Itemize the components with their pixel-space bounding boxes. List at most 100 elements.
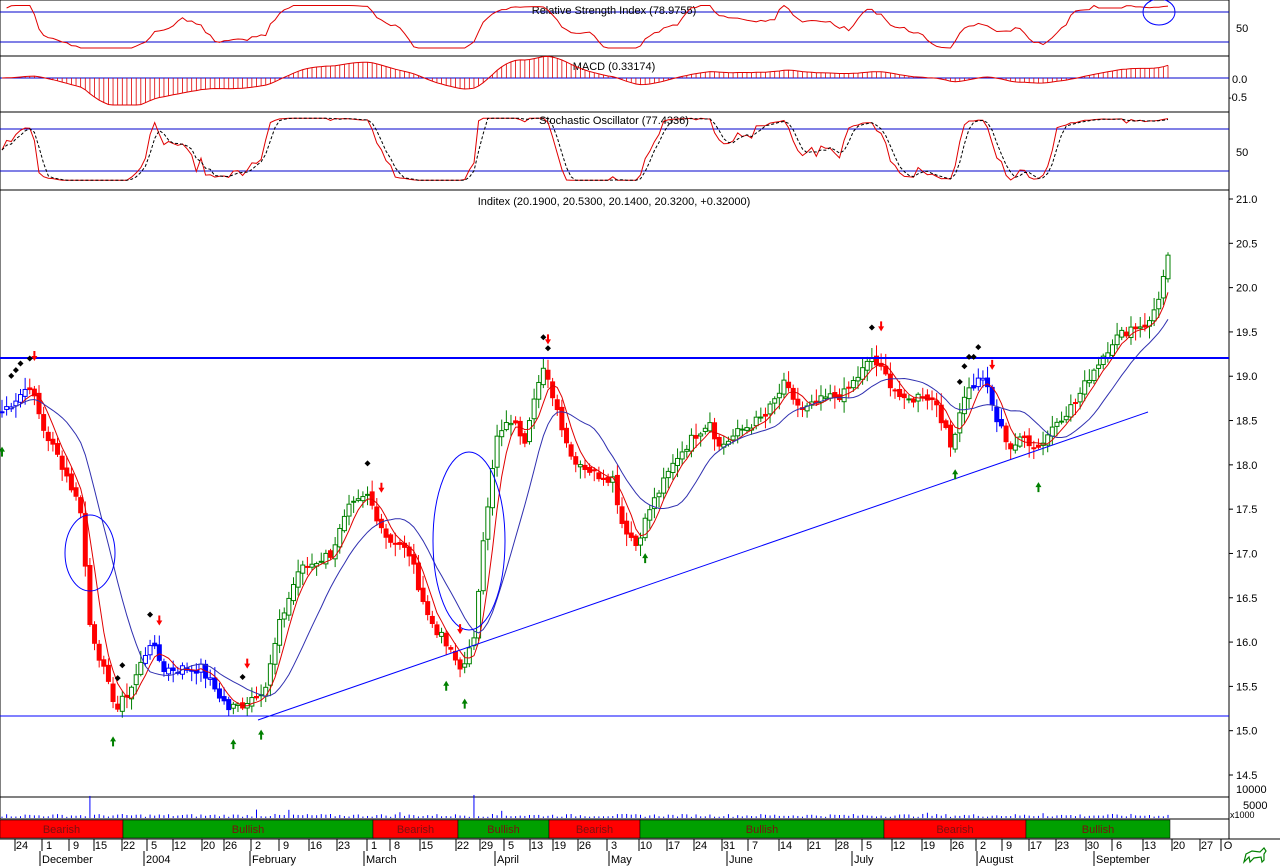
candle-body xyxy=(684,448,690,452)
moving-average-fast xyxy=(20,292,1169,707)
volume-tick-10000: 10000 xyxy=(1236,784,1267,796)
volume-bars xyxy=(1,794,1169,818)
candle-body xyxy=(374,506,380,522)
macd-histogram xyxy=(6,56,1169,105)
day-tick-label: 3 xyxy=(611,840,617,852)
macd-title: MACD (0.33174) xyxy=(573,61,656,73)
candle-body xyxy=(318,560,324,563)
candle-body xyxy=(1049,426,1055,437)
trend-band-label: Bearish xyxy=(43,824,80,836)
candle-body xyxy=(1086,379,1092,384)
candle-body xyxy=(693,434,699,439)
candle-body xyxy=(115,703,121,710)
candle-body xyxy=(1054,421,1060,427)
candle-body xyxy=(790,387,796,400)
candle-body xyxy=(78,497,84,514)
candle-body xyxy=(346,503,352,517)
day-tick-label: 23 xyxy=(338,840,350,852)
candle-body xyxy=(351,500,357,503)
rsi-highlight-ellipse xyxy=(1142,0,1176,26)
candle-body xyxy=(883,365,889,375)
candle-body xyxy=(129,686,135,700)
candle-body xyxy=(1059,420,1065,423)
candle-body xyxy=(4,406,10,410)
candle-body xyxy=(961,396,967,415)
candle-body xyxy=(142,654,148,664)
rsi-panel: Relative Strength Index (78.9755) 50 xyxy=(6,0,1248,49)
candle-body xyxy=(0,411,5,414)
day-tick-label: 9 xyxy=(1006,840,1012,852)
candle-body xyxy=(601,477,607,480)
signal-markers xyxy=(0,321,1042,750)
candle-body xyxy=(587,466,593,473)
signal-diamond xyxy=(239,673,246,680)
candle-body xyxy=(1114,334,1120,346)
candle-body xyxy=(92,624,98,644)
candle-body xyxy=(166,667,172,675)
candle-body xyxy=(971,385,977,389)
candle-body xyxy=(938,404,944,424)
candle-body xyxy=(147,645,153,656)
month-label: 2004 xyxy=(146,854,170,866)
signal-diamond xyxy=(17,360,24,367)
candle-body xyxy=(207,677,213,680)
candle-body xyxy=(1151,309,1157,322)
candle-body xyxy=(1156,298,1162,310)
candle-body xyxy=(772,398,778,404)
x-axis: 24 1 9 15 22 5 12 20 26 2 9 16 23 1 8 15 22 29 5 13 19 26 3 10 1… xyxy=(0,838,1280,866)
candle-body xyxy=(253,695,259,699)
day-tick-label: 12 xyxy=(174,840,186,852)
day-tick-label: 19 xyxy=(554,840,566,852)
day-tick-label: 31 xyxy=(723,840,735,852)
candle-body xyxy=(216,688,222,699)
candle-body xyxy=(22,388,28,397)
candle-body xyxy=(73,487,79,497)
candle-body xyxy=(87,565,93,625)
signal-diamond xyxy=(114,675,121,682)
candle-body xyxy=(846,386,852,389)
candle-body xyxy=(767,403,773,415)
day-tick-label: 21 xyxy=(809,840,821,852)
month-label: February xyxy=(252,854,297,866)
candle-body xyxy=(924,394,930,401)
price-tick-label: 17.5 xyxy=(1236,504,1257,516)
candle-body xyxy=(36,392,42,415)
candle-body xyxy=(591,469,597,472)
price-tick-label: 14.5 xyxy=(1236,770,1257,782)
candle-body xyxy=(494,435,500,468)
buy-arrow xyxy=(258,729,265,740)
candle-body xyxy=(50,438,56,445)
day-tick-label: 8 xyxy=(394,840,400,852)
candle-body xyxy=(707,422,713,432)
signal-diamond xyxy=(975,344,982,351)
month-label: August xyxy=(979,854,1013,866)
price-tick-label: 18.0 xyxy=(1236,460,1257,472)
candle-body xyxy=(31,388,37,397)
candle-body xyxy=(119,695,125,712)
candle-body xyxy=(702,427,708,432)
candle-body xyxy=(383,528,389,538)
day-tick-label: 9 xyxy=(283,840,289,852)
candle-body xyxy=(554,399,560,411)
candle-body xyxy=(781,379,787,395)
candle-body xyxy=(1100,355,1106,366)
trend-band-label: Bearish xyxy=(936,824,973,836)
candle-body xyxy=(55,443,61,455)
rsi-line xyxy=(6,4,1169,49)
candle-body xyxy=(897,388,903,398)
candle-body xyxy=(82,513,88,567)
candle-body xyxy=(698,433,704,437)
candle-body xyxy=(850,380,856,389)
day-tick-label: 17 xyxy=(668,840,680,852)
candle-body xyxy=(665,470,671,479)
candle-body xyxy=(286,597,292,616)
candle-body xyxy=(605,476,611,483)
candle-body xyxy=(1082,380,1088,395)
candle-body xyxy=(651,497,657,510)
day-tick-label: 28 xyxy=(837,840,849,852)
candle-body xyxy=(295,571,301,588)
candle-body xyxy=(1128,326,1134,338)
day-tick-label: O xyxy=(1224,840,1233,852)
sell-arrow xyxy=(244,658,251,669)
